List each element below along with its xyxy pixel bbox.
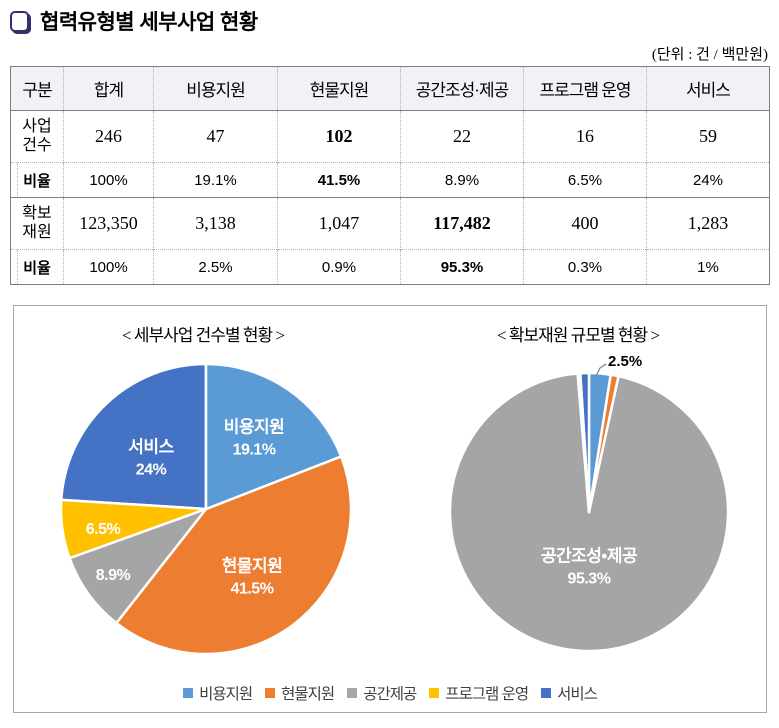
table-cell: 0.3% <box>523 249 647 285</box>
chart-legend: 비용지원 현물지원 공간제공 프로그램 운영 서비스 <box>14 682 766 704</box>
row-label: 비율 <box>10 249 64 285</box>
section-bullet-icon <box>10 10 29 32</box>
table-row: 비율 100% 19.1% 41.5% 8.9% 6.5% 24% <box>10 162 770 198</box>
table-cell: 1,283 <box>646 197 770 250</box>
legend-swatch-icon <box>541 688 552 698</box>
table-cell: 246 <box>63 110 154 163</box>
legend-label: 현물지원 <box>281 686 335 703</box>
column-header: 현물지원 <box>277 66 401 111</box>
slice-label-cost-support: 비용지원 19.1% <box>223 417 285 459</box>
pie-slice <box>587 373 620 514</box>
pie-slice <box>576 372 591 514</box>
slice-label-program: 6.5% <box>85 521 121 539</box>
table-cell: 19.1% <box>153 162 278 198</box>
legend-item: 비용지원 <box>183 682 253 704</box>
table-cell: 24% <box>646 162 770 198</box>
pie-slice <box>60 362 208 511</box>
table-cell: 100% <box>63 162 154 198</box>
table-row: 사업 건수 246 47 102 22 16 59 <box>10 110 770 163</box>
table-cell: 8.9% <box>400 162 524 198</box>
chart-panel: < 세부사업 건수별 현황 > < 확보재원 규모별 현황 > 비용지원 19.… <box>13 305 767 713</box>
slice-label-space-provide: 공간조성•제공 95.3% <box>540 546 638 588</box>
right-chart-title: < 확보재원 규모별 현황 > <box>497 326 660 345</box>
legend-item: 공간제공 <box>347 682 417 704</box>
table-head: 구분 합계 비용지원 현물지원 공간조성·제공 프로그램 운영 서비스 <box>10 66 770 111</box>
page-title: 협력유형별 세부사업 현황 <box>40 11 258 34</box>
legend-label: 프로그램 운영 <box>445 686 529 703</box>
legend-swatch-icon <box>429 688 440 698</box>
table-body: 사업 건수 246 47 102 22 16 59 비율 100% 19.1% 41.5% 8.9% 6… <box>10 110 770 285</box>
pie-slice <box>115 455 353 656</box>
slice-label-space: 8.9% <box>95 567 131 585</box>
legend-label: 공간제공 <box>363 686 417 703</box>
column-header: 프로그램 운영 <box>523 66 647 111</box>
legend-label: 비용지원 <box>199 686 253 703</box>
legend-swatch-icon <box>183 688 194 698</box>
table-cell: 95.3% <box>400 249 524 285</box>
table-row: 비율 100% 2.5% 0.9% 95.3% 0.3% 1% <box>10 249 770 285</box>
slice-label-inkind: 현물지원 41.5% <box>221 556 283 598</box>
table-cell: 2.5% <box>153 249 278 285</box>
legend-item: 현물지원 <box>265 682 335 704</box>
column-header: 비용지원 <box>153 66 278 111</box>
legend-swatch-icon <box>347 688 358 698</box>
table-cell: 47 <box>153 110 278 163</box>
unit-label: (단위 : 건 / 백만원) <box>651 47 768 63</box>
pie-chart-fund-size <box>448 363 730 653</box>
slice-label-service: 서비스 24% <box>128 437 174 479</box>
table-cell: 16 <box>523 110 647 163</box>
table-cell: 3,138 <box>153 197 278 250</box>
column-header: 합계 <box>63 66 154 111</box>
table-cell: 117,482 <box>400 197 524 250</box>
row-label: 확보 재원 <box>10 197 64 250</box>
table-cell: 59 <box>646 110 770 163</box>
callout-leader-line <box>595 363 607 377</box>
table-cell: 6.5% <box>523 162 647 198</box>
table-cell: 41.5% <box>277 162 401 198</box>
legend-swatch-icon <box>265 688 276 698</box>
summary-table: 구분 합계 비용지원 현물지원 공간조성·제공 프로그램 운영 서비스 사업 건수 246 47… <box>10 66 770 285</box>
pie-slice <box>204 362 343 511</box>
table-cell: 102 <box>277 110 401 163</box>
legend-item: 서비스 <box>541 682 598 704</box>
pie-slice <box>68 507 208 625</box>
legend-item: 프로그램 운영 <box>429 682 529 704</box>
column-header: 서비스 <box>646 66 770 111</box>
table-cell: 1% <box>646 249 770 285</box>
table-cell: 100% <box>63 249 154 285</box>
column-header: 구분 <box>10 66 64 111</box>
left-chart-title: < 세부사업 건수별 현황 > <box>122 326 285 345</box>
column-header: 공간조성·제공 <box>400 66 524 111</box>
section-header: 협력유형별 세부사업 현황 <box>10 6 258 36</box>
row-label: 사업 건수 <box>10 110 64 163</box>
legend-label: 서비스 <box>557 686 598 703</box>
row-label: 비율 <box>10 162 64 198</box>
table-row: 확보 재원 123,350 3,138 1,047 117,482 400 1,283 <box>10 197 770 250</box>
table-cell: 123,350 <box>63 197 154 250</box>
table-cell: 22 <box>400 110 524 163</box>
pie-slice <box>59 498 208 560</box>
table-cell: 0.9% <box>277 249 401 285</box>
pie-chart-project-count <box>59 362 353 656</box>
table-cell: 400 <box>523 197 647 250</box>
table-cell: 1,047 <box>277 197 401 250</box>
callout-label: 2.5% <box>608 353 643 370</box>
